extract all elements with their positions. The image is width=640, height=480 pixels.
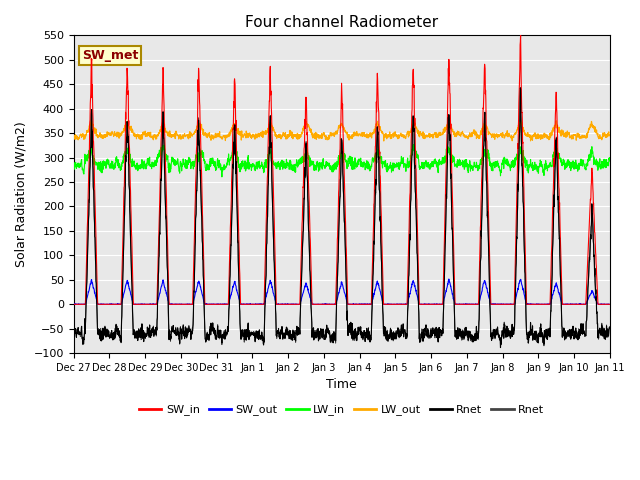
Legend: SW_in, SW_out, LW_in, LW_out, Rnet, Rnet: SW_in, SW_out, LW_in, LW_out, Rnet, Rnet	[135, 400, 548, 420]
Y-axis label: Solar Radiation (W/m2): Solar Radiation (W/m2)	[15, 121, 28, 267]
Text: SW_met: SW_met	[82, 49, 138, 62]
Title: Four channel Radiometer: Four channel Radiometer	[245, 15, 438, 30]
X-axis label: Time: Time	[326, 378, 357, 392]
